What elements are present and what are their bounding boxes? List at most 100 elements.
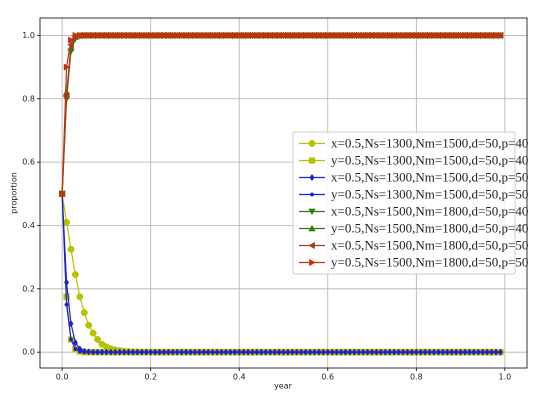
marker — [174, 31, 181, 40]
marker — [308, 140, 316, 147]
marker — [184, 350, 189, 355]
legend-label: y=0.5,Ns=1500,Nm=1800,d=50,p=50 — [331, 254, 528, 269]
marker — [330, 350, 335, 355]
marker — [116, 31, 124, 40]
legend-label: x=0.5,Ns=1500,Nm=1800,d=50,p=50 — [331, 237, 528, 252]
marker — [209, 31, 217, 40]
marker — [112, 31, 119, 40]
marker — [395, 31, 403, 40]
marker — [404, 31, 412, 40]
marker — [277, 350, 282, 355]
marker — [373, 31, 381, 40]
marker — [103, 31, 111, 40]
marker — [170, 31, 177, 40]
marker — [436, 350, 441, 355]
marker — [418, 350, 423, 355]
marker — [471, 31, 478, 40]
marker — [187, 31, 195, 40]
marker — [347, 31, 354, 40]
marker — [62, 91, 70, 100]
marker — [497, 31, 505, 40]
marker — [139, 350, 144, 355]
marker — [466, 31, 474, 40]
marker — [192, 350, 197, 355]
marker — [139, 31, 146, 40]
x-axis-label: year — [274, 382, 293, 391]
marker — [73, 346, 78, 352]
marker — [387, 350, 392, 355]
marker — [417, 31, 425, 40]
marker — [205, 31, 212, 40]
marker — [432, 350, 437, 355]
marker — [453, 31, 460, 40]
marker — [449, 350, 454, 355]
y-tick-label: 0.6 — [22, 158, 35, 167]
marker — [183, 31, 190, 40]
y-tick-label: 1.0 — [22, 31, 35, 40]
marker — [215, 350, 220, 355]
marker — [409, 350, 414, 355]
marker — [121, 31, 128, 40]
marker — [462, 31, 469, 40]
marker — [435, 31, 443, 40]
marker — [400, 31, 407, 40]
marker — [80, 309, 88, 317]
marker — [144, 350, 149, 355]
marker — [263, 350, 268, 355]
marker — [333, 31, 341, 40]
marker — [156, 31, 164, 40]
marker — [343, 350, 348, 355]
marker — [480, 350, 485, 355]
marker — [308, 350, 313, 355]
y-tick-label: 0.4 — [22, 221, 35, 230]
marker — [316, 31, 323, 40]
marker — [422, 31, 429, 40]
marker — [130, 350, 135, 355]
marker — [68, 320, 74, 328]
marker — [108, 350, 113, 355]
marker — [241, 350, 246, 355]
legend-label: y=0.5,Ns=1500,Nm=1800,d=50,p=40 — [331, 220, 528, 235]
marker — [77, 31, 84, 40]
marker — [249, 31, 257, 40]
marker — [391, 31, 398, 40]
marker — [444, 31, 452, 40]
marker — [413, 31, 421, 40]
marker — [476, 350, 481, 355]
marker — [196, 31, 204, 40]
marker — [72, 31, 80, 40]
marker — [91, 350, 96, 355]
x-tick-label: 0.6 — [321, 373, 334, 382]
marker — [339, 350, 344, 355]
marker — [152, 31, 159, 40]
marker — [268, 350, 273, 355]
marker — [364, 31, 372, 40]
marker — [218, 31, 226, 40]
x-tick-label: 0.4 — [233, 373, 246, 382]
marker — [240, 31, 248, 40]
marker — [392, 350, 397, 355]
marker — [153, 350, 158, 355]
marker — [165, 31, 173, 40]
marker — [426, 31, 434, 40]
legend-label: x=0.5,Ns=1300,Nm=1500,d=50,p=40 — [331, 135, 528, 150]
marker — [82, 350, 87, 355]
marker — [378, 350, 383, 355]
marker — [289, 31, 297, 40]
marker — [117, 350, 122, 355]
marker — [192, 31, 199, 40]
marker — [308, 208, 316, 216]
marker — [77, 349, 82, 354]
marker — [423, 350, 428, 355]
marker — [197, 350, 202, 355]
marker — [374, 350, 379, 355]
marker — [94, 336, 102, 343]
marker — [383, 350, 388, 355]
marker — [498, 350, 503, 355]
marker — [352, 350, 357, 355]
marker — [365, 350, 370, 355]
marker — [81, 31, 88, 40]
marker — [232, 350, 237, 355]
marker — [290, 350, 295, 355]
